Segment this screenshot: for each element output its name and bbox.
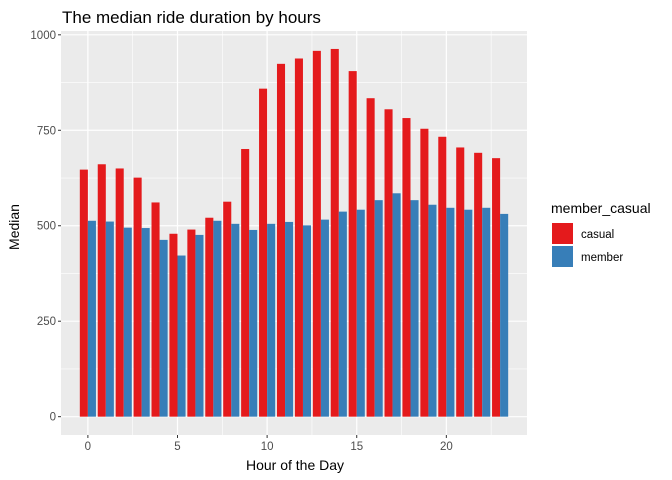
y-tick-label: 1000: [30, 30, 56, 42]
x-axis: 0 5 10 15 20: [85, 435, 453, 453]
bar-member-9: [249, 229, 258, 417]
bar-member-10: [267, 223, 276, 417]
y-tick-label: 0: [50, 412, 56, 424]
legend-items: casual member: [552, 223, 623, 267]
bar-member-4: [159, 239, 168, 417]
bar-casual-16: [366, 98, 375, 417]
bar-member-21: [464, 209, 473, 417]
bar-casual-3: [133, 177, 142, 417]
bar-member-14: [338, 211, 347, 417]
x-tick-label: 0: [85, 441, 91, 453]
bar-member-7: [213, 220, 222, 417]
bar-casual-21: [456, 147, 465, 417]
bar-member-16: [374, 200, 383, 417]
legend-label-member: member: [581, 252, 623, 264]
y-tick-label: 250: [37, 316, 56, 328]
bar-member-11: [285, 221, 294, 417]
legend-label-casual: casual: [581, 229, 614, 241]
bar-member-17: [392, 193, 401, 417]
bar-casual-15: [348, 71, 357, 417]
bar-member-3: [141, 228, 150, 417]
bar-member-19: [428, 204, 437, 417]
bar-casual-13: [312, 50, 321, 417]
bar-member-12: [302, 225, 312, 417]
legend-key-casual: [552, 223, 573, 244]
legend: member_casual casual member: [551, 200, 651, 267]
x-tick-label: 15: [350, 441, 363, 453]
bar-member-23: [500, 213, 509, 417]
bar-casual-9: [241, 148, 250, 417]
legend-title: member_casual: [551, 200, 651, 216]
x-tick-label: 20: [440, 441, 453, 453]
bar-casual-7: [205, 217, 214, 417]
bar-member-20: [446, 207, 455, 417]
bar-casual-12: [294, 58, 303, 417]
bar-casual-17: [384, 109, 393, 417]
bar-casual-22: [474, 152, 483, 417]
bar-member-13: [320, 219, 329, 417]
bar-casual-23: [492, 158, 501, 417]
bar-casual-0: [79, 169, 88, 417]
y-tick-label: 500: [37, 221, 56, 233]
y-tick-label: 750: [37, 125, 56, 137]
bar-member-8: [231, 223, 240, 417]
bar-casual-5: [169, 233, 178, 417]
y-axis-title: Median: [6, 204, 22, 250]
bar-member-5: [177, 255, 186, 417]
bars-group: [79, 48, 509, 417]
bar-casual-4: [151, 202, 160, 417]
bar-member-22: [482, 207, 491, 417]
bar-member-1: [105, 221, 114, 417]
x-tick-label: 5: [174, 441, 180, 453]
bar-casual-2: [115, 168, 124, 417]
bar-casual-18: [402, 118, 411, 417]
bar-casual-6: [187, 229, 196, 417]
bar-member-18: [410, 200, 419, 417]
bar-member-15: [356, 209, 365, 417]
bar-casual-8: [223, 201, 232, 417]
bar-member-0: [87, 220, 96, 417]
x-axis-title: Hour of the Day: [246, 457, 344, 473]
x-tick-label: 10: [261, 441, 274, 453]
y-axis: 0 250 500 750 1000: [30, 30, 61, 424]
bar-casual-20: [438, 136, 447, 417]
bar-member-2: [123, 227, 132, 417]
bar-casual-11: [276, 63, 286, 417]
bar-casual-1: [97, 164, 106, 417]
bar-member-6: [195, 234, 204, 417]
chart-title: The median ride duration by hours: [62, 8, 321, 27]
bar-casual-14: [330, 48, 339, 417]
bar-casual-10: [259, 88, 268, 417]
legend-key-member: [552, 246, 573, 267]
bar-casual-19: [420, 128, 429, 417]
